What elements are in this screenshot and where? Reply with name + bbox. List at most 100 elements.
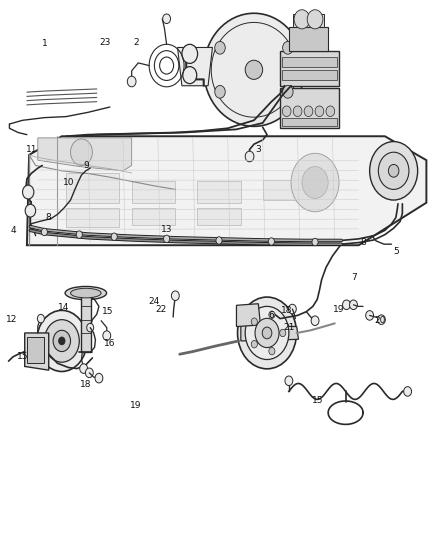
Bar — [132, 208, 175, 225]
Bar — [27, 337, 44, 364]
Ellipse shape — [255, 318, 279, 348]
Ellipse shape — [59, 337, 65, 345]
Text: 21: 21 — [283, 323, 294, 332]
Circle shape — [294, 10, 310, 29]
Text: 19: 19 — [130, 401, 142, 410]
Text: 18: 18 — [281, 305, 293, 314]
Circle shape — [283, 42, 293, 54]
Ellipse shape — [245, 306, 289, 360]
Bar — [132, 181, 175, 203]
Polygon shape — [241, 325, 298, 341]
Polygon shape — [177, 47, 212, 86]
Bar — [81, 292, 91, 352]
Text: 13: 13 — [161, 225, 173, 234]
Bar — [293, 14, 324, 27]
Text: 2: 2 — [133, 38, 139, 47]
Circle shape — [311, 316, 319, 326]
Circle shape — [269, 348, 275, 355]
Circle shape — [312, 238, 318, 246]
Circle shape — [215, 85, 225, 98]
Text: 24: 24 — [148, 296, 159, 305]
Text: 4: 4 — [11, 226, 17, 235]
Circle shape — [22, 185, 34, 199]
Bar — [283, 118, 337, 126]
Text: 9: 9 — [83, 161, 89, 170]
Polygon shape — [237, 304, 261, 327]
Bar — [280, 51, 339, 86]
Circle shape — [378, 152, 409, 189]
Text: 5: 5 — [393, 247, 399, 256]
Ellipse shape — [211, 22, 297, 117]
Ellipse shape — [245, 60, 263, 79]
Circle shape — [389, 165, 399, 177]
Text: 10: 10 — [63, 178, 74, 187]
Circle shape — [343, 300, 350, 310]
Circle shape — [245, 151, 254, 162]
Text: 15: 15 — [102, 307, 113, 316]
Text: 14: 14 — [58, 303, 70, 312]
Bar — [66, 173, 119, 203]
Ellipse shape — [44, 320, 79, 362]
Circle shape — [37, 314, 44, 323]
Bar — [197, 208, 241, 225]
Circle shape — [163, 235, 170, 243]
Circle shape — [182, 44, 198, 63]
Circle shape — [71, 139, 92, 165]
Polygon shape — [27, 136, 426, 245]
Text: 12: 12 — [6, 315, 17, 324]
Text: 11: 11 — [25, 145, 37, 154]
Circle shape — [283, 106, 291, 117]
Ellipse shape — [204, 13, 304, 126]
Circle shape — [95, 373, 103, 383]
Polygon shape — [25, 333, 49, 370]
Circle shape — [378, 315, 385, 325]
Circle shape — [350, 300, 357, 310]
Circle shape — [283, 85, 293, 98]
Ellipse shape — [71, 288, 101, 298]
Text: 16: 16 — [104, 339, 116, 348]
Circle shape — [304, 106, 313, 117]
Circle shape — [171, 291, 179, 301]
Bar — [283, 70, 337, 80]
Circle shape — [41, 228, 47, 236]
Ellipse shape — [237, 297, 297, 369]
Circle shape — [85, 368, 93, 377]
Text: 20: 20 — [375, 316, 386, 325]
Circle shape — [162, 14, 170, 23]
Circle shape — [302, 166, 328, 198]
Text: 1: 1 — [42, 39, 47, 48]
Text: 15: 15 — [311, 396, 323, 405]
Circle shape — [25, 204, 35, 217]
Circle shape — [366, 311, 374, 320]
Circle shape — [80, 364, 88, 373]
Bar — [289, 27, 328, 51]
Bar — [283, 56, 337, 67]
Circle shape — [293, 106, 302, 117]
Bar — [263, 180, 302, 200]
Circle shape — [183, 67, 197, 84]
Circle shape — [370, 142, 418, 200]
Circle shape — [404, 386, 412, 396]
Text: 22: 22 — [156, 304, 167, 313]
Circle shape — [280, 329, 286, 337]
Ellipse shape — [65, 286, 106, 300]
Text: 6: 6 — [268, 311, 274, 320]
Bar — [197, 181, 241, 203]
Text: 8: 8 — [360, 238, 366, 247]
Polygon shape — [38, 138, 132, 171]
Circle shape — [216, 237, 222, 244]
Circle shape — [251, 318, 258, 326]
Text: 19: 19 — [333, 304, 345, 313]
Circle shape — [288, 304, 296, 314]
Ellipse shape — [262, 327, 272, 339]
Text: 8: 8 — [46, 213, 52, 222]
Circle shape — [268, 238, 275, 245]
Text: 15: 15 — [17, 352, 28, 361]
Circle shape — [251, 341, 258, 348]
Ellipse shape — [53, 330, 71, 352]
Text: 3: 3 — [255, 145, 261, 154]
Circle shape — [111, 233, 117, 240]
Text: 18: 18 — [80, 380, 92, 389]
Circle shape — [285, 376, 293, 385]
Circle shape — [87, 324, 94, 332]
